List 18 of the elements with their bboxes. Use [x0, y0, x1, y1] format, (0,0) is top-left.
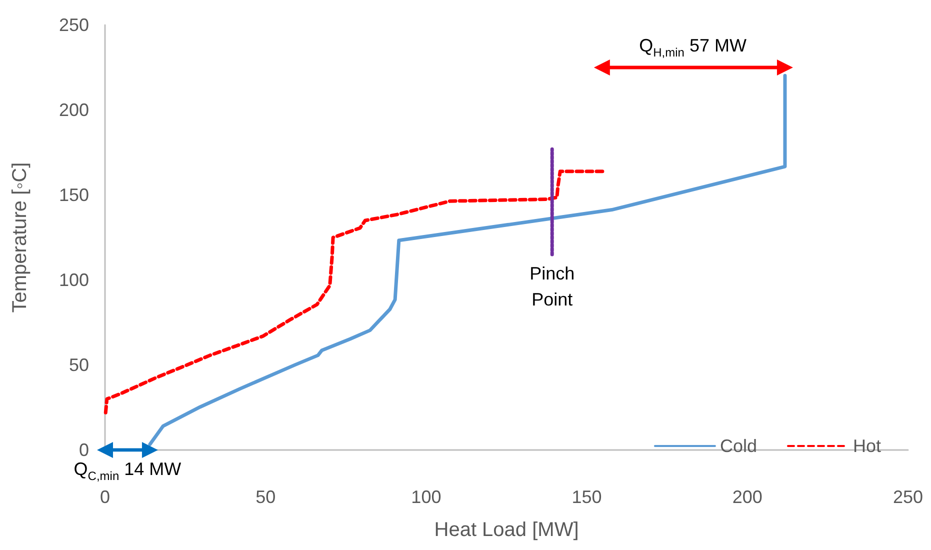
x-tick-label: 150	[572, 487, 602, 507]
x-axis-title: Heat Load [MW]	[434, 519, 579, 541]
y-tick-label: 100	[58, 270, 89, 290]
x-tick-label: 0	[100, 487, 110, 507]
annotation: Pinch Point	[530, 264, 575, 310]
y-tick-label: 200	[58, 100, 89, 120]
legend-label: Hot	[852, 436, 882, 456]
x-tick-label: 100	[411, 487, 442, 507]
y-tick-label: 150	[58, 185, 89, 205]
x-tick-label: 50	[256, 487, 276, 507]
y-tick-label: 250	[58, 15, 89, 35]
x-tick-label: 200	[732, 487, 762, 507]
y-tick-label: 0	[78, 440, 89, 460]
x-tick-label: 250	[892, 487, 924, 507]
y-axis-title: Temperature [◦C]	[9, 162, 31, 313]
y-tick-label: 50	[68, 355, 89, 375]
legend-label: Cold	[720, 436, 757, 456]
line-series	[104, 170, 605, 414]
